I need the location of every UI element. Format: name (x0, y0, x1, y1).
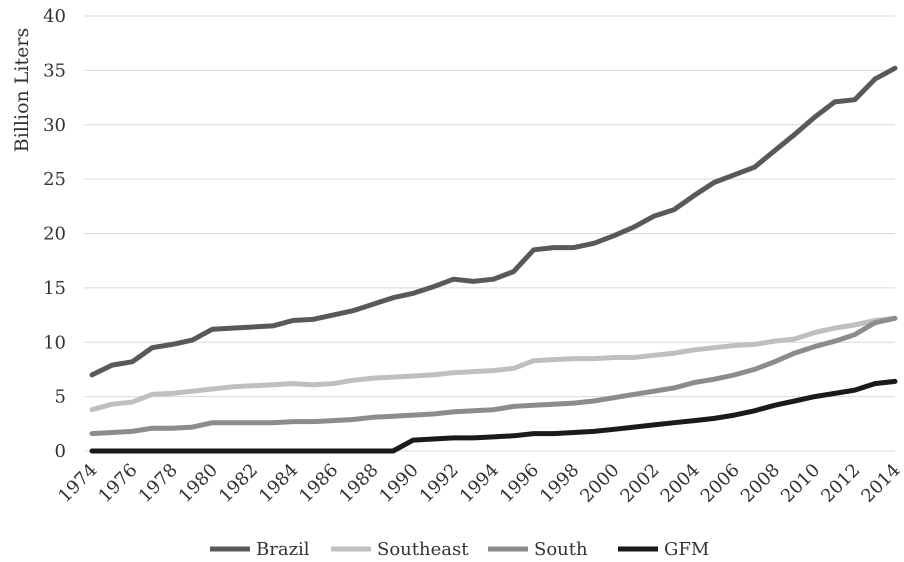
y-tick-label: 20 (43, 224, 66, 245)
legend-label-brazil: Brazil (256, 539, 310, 560)
x-tick-label: 2004 (657, 460, 704, 507)
x-axis-ticks: 1974197619781980198219841986198819901992… (54, 460, 904, 507)
x-tick-label: 1988 (335, 460, 382, 507)
x-tick-label: 1982 (215, 460, 262, 507)
x-tick-label: 2002 (616, 460, 663, 507)
x-tick-label: 1984 (255, 460, 302, 507)
legend-label-south: South (534, 539, 588, 560)
y-tick-label: 15 (43, 278, 66, 299)
y-axis-ticks: 0 5 10 15 20 25 30 35 40 (43, 6, 66, 462)
series-line-south (89, 315, 898, 437)
legend-label-southeast: Southeast (377, 539, 469, 560)
x-tick-label: 1978 (135, 460, 182, 507)
gridlines (84, 15, 895, 452)
x-tick-label: 2012 (817, 460, 864, 507)
y-tick-label: 30 (43, 115, 66, 136)
y-tick-label: 25 (43, 169, 66, 190)
y-axis-title: Billion Liters (11, 28, 33, 152)
x-tick-label: 2006 (697, 460, 744, 507)
x-tick-label: 2000 (576, 460, 623, 507)
x-tick-label: 2008 (737, 460, 784, 507)
x-tick-label: 1974 (54, 460, 101, 507)
series-line-southeast (89, 315, 898, 413)
x-tick-label: 1996 (496, 460, 543, 507)
x-tick-label: 1986 (295, 460, 342, 507)
y-tick-label: 5 (55, 387, 66, 408)
series-lines (89, 65, 898, 454)
series-line-gfm (89, 378, 898, 454)
y-tick-label: 40 (43, 6, 66, 27)
series-line-brazil (89, 65, 898, 378)
y-tick-label: 10 (43, 332, 66, 353)
y-tick-label: 35 (43, 60, 66, 81)
legend-label-gfm: GFM (664, 539, 709, 560)
x-tick-label: 1980 (175, 460, 222, 507)
x-tick-label: 1992 (416, 460, 463, 507)
x-tick-label: 1998 (536, 460, 583, 507)
x-tick-label: 2014 (857, 460, 904, 507)
x-tick-label: 1976 (94, 460, 141, 507)
x-tick-label: 2010 (777, 460, 824, 507)
x-tick-label: 1990 (375, 460, 422, 507)
y-tick-label: 0 (55, 441, 66, 462)
x-tick-label: 1994 (456, 460, 503, 507)
legend: Brazil Southeast South GFM (210, 539, 709, 560)
